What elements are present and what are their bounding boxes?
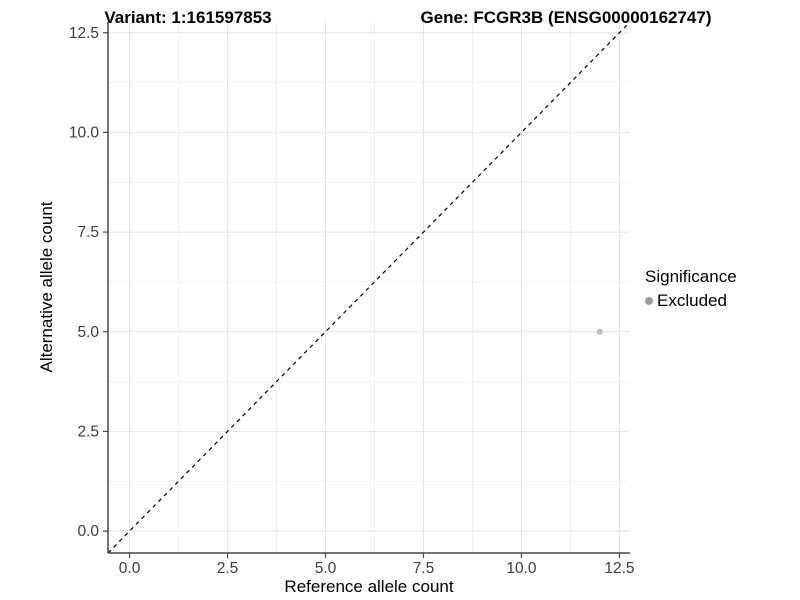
y-tick-label: 10.0: [69, 124, 100, 141]
y-tick-label: 12.5: [69, 25, 99, 42]
y-tick-label: 2.5: [77, 423, 99, 440]
x-tick-label: 10.0: [506, 560, 537, 577]
x-tick-label: 5.0: [315, 560, 337, 577]
identity-dashed-line: [107, 21, 631, 554]
x-tick-label: 2.5: [217, 560, 239, 577]
x-tick-label: 0.0: [119, 560, 141, 577]
x-tick-label: 12.5: [604, 560, 634, 577]
legend-item-excluded: Excluded: [645, 291, 737, 311]
gene-title: Gene: FCGR3B (ENSG00000162747): [420, 8, 712, 27]
y-tick-label: 5.0: [77, 324, 99, 341]
y-tick-label: 0.0: [77, 523, 99, 540]
excluded-point-icon: [645, 297, 653, 305]
legend: Significance Excluded: [645, 267, 737, 311]
x-axis-title: Reference allele count: [284, 577, 454, 596]
variant-title: Variant: 1:161597853: [104, 8, 272, 27]
legend-item-label: Excluded: [657, 291, 727, 310]
y-tick-label: 7.5: [77, 224, 99, 241]
data-point-excluded: [596, 328, 603, 335]
x-tick-label: 7.5: [413, 560, 435, 577]
y-axis-title: Alternative allele count: [37, 201, 56, 373]
legend-title: Significance: [645, 267, 737, 286]
